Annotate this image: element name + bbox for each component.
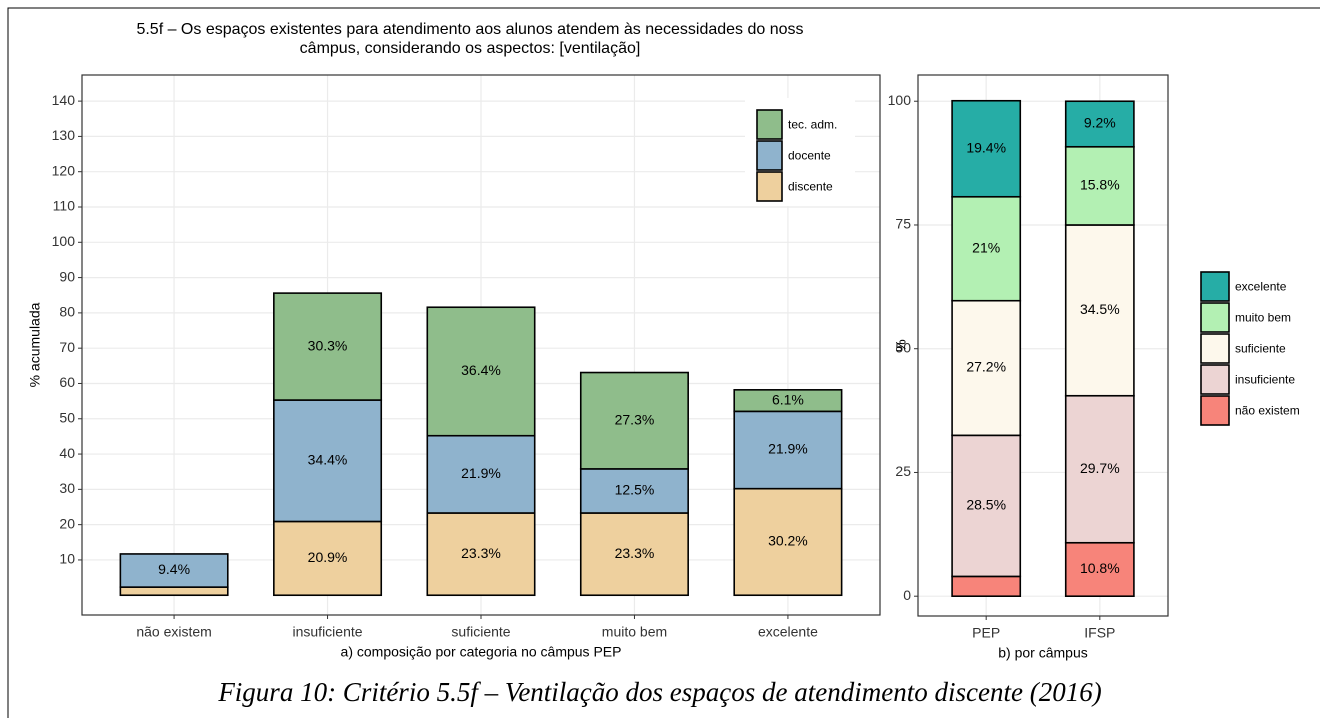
- x-axis-label: b) por câmpus: [998, 645, 1087, 661]
- caption: Figura 10: Critério 5.5f – Ventilação do…: [217, 677, 1101, 707]
- data-label: 20.9%: [308, 549, 348, 565]
- y-tick-label: 75: [895, 216, 911, 232]
- y-tick-label: 80: [59, 304, 75, 320]
- data-label: 27.3%: [615, 411, 655, 427]
- data-label: 23.3%: [461, 545, 501, 561]
- data-label: 27.2%: [966, 359, 1006, 375]
- legend-label: não existem: [1235, 404, 1300, 418]
- data-label: 9.4%: [158, 561, 190, 577]
- x-tick-label: suficiente: [451, 624, 510, 640]
- data-label: 23.3%: [615, 545, 655, 561]
- data-label: 21.9%: [461, 465, 501, 481]
- legend-key: [1200, 364, 1230, 395]
- data-label: 21%: [972, 239, 1000, 255]
- bar-segment: [579, 468, 689, 514]
- chart-title: câmpus, considerando os aspectos: [venti…: [300, 40, 641, 57]
- y-axis-label: % acumulada: [27, 302, 43, 387]
- legend-key: [756, 171, 783, 202]
- data-label: 34.5%: [1080, 301, 1120, 317]
- x-tick-label: PEP: [972, 625, 1000, 641]
- panel-border: [917, 74, 1169, 617]
- x-tick-label: muito bem: [602, 624, 667, 640]
- x-tick-label: não existem: [136, 624, 211, 640]
- bar-segment: [579, 371, 689, 470]
- y-tick-label: 100: [888, 92, 912, 108]
- panel-border: [81, 74, 881, 616]
- data-label: 12.5%: [615, 482, 655, 498]
- y-tick-label: 50: [59, 409, 75, 425]
- legend-key: [1200, 271, 1230, 302]
- bar-segment: [273, 292, 383, 401]
- bar-segment: [951, 299, 1022, 437]
- x-tick-label: excelente: [758, 624, 818, 640]
- bar-segment: [119, 586, 229, 597]
- data-label: 28.5%: [966, 497, 1006, 513]
- data-label: 29.7%: [1080, 460, 1120, 476]
- data-label: 30.3%: [308, 337, 348, 353]
- data-label: 36.4%: [461, 362, 501, 378]
- bar-segment: [1064, 394, 1135, 544]
- legend-label: suficiente: [1235, 342, 1286, 356]
- y-tick-label: 130: [52, 127, 76, 143]
- y-tick-label: 140: [52, 92, 76, 108]
- y-tick-label: 70: [59, 339, 75, 355]
- data-label: 9.2%: [1084, 115, 1116, 131]
- bar-segment: [1064, 100, 1135, 148]
- y-tick-label: 100: [52, 233, 76, 249]
- legend-key: [1200, 302, 1230, 333]
- legend-label: tec. adm.: [788, 118, 837, 132]
- legend-label: docente: [788, 149, 831, 163]
- bar-segment: [733, 410, 843, 490]
- bar-segment: [733, 487, 843, 597]
- data-label: 30.2%: [768, 533, 808, 549]
- data-label: 15.8%: [1080, 177, 1120, 193]
- y-tick-label: 120: [52, 162, 76, 178]
- bar-segment: [951, 575, 1022, 598]
- bar-segment: [1064, 145, 1135, 226]
- y-tick-label: 90: [59, 268, 75, 284]
- bar-segment: [733, 389, 843, 413]
- bar-segment: [951, 434, 1022, 578]
- bar-segment: [119, 553, 229, 588]
- data-label: 21.9%: [768, 441, 808, 457]
- legend-key: [756, 109, 783, 140]
- y-tick-label: 60: [59, 374, 75, 390]
- y-axis-label: %: [893, 339, 909, 351]
- legend-key: [756, 140, 783, 171]
- legend-label: muito bem: [1235, 311, 1291, 325]
- frame: [7, 7, 1320, 718]
- chart-title: 5.5f – Os espaços existentes para atendi…: [136, 21, 803, 38]
- data-label: 34.4%: [308, 451, 348, 467]
- legend-key: [1200, 333, 1230, 364]
- legend-key: [1200, 395, 1230, 426]
- y-tick-label: 0: [903, 587, 911, 603]
- bar-segment: [426, 512, 536, 597]
- bar-segment: [579, 512, 689, 597]
- data-label: 19.4%: [966, 139, 1006, 155]
- data-label: 10.8%: [1080, 560, 1120, 576]
- x-axis-label: a) composição por categoria no câmpus PE…: [341, 644, 622, 660]
- y-tick-label: 20: [59, 515, 75, 531]
- legend-label: insuficiente: [1235, 373, 1295, 387]
- x-tick-label: IFSP: [1084, 625, 1115, 641]
- bar-segment: [426, 306, 536, 437]
- y-tick-label: 40: [59, 445, 75, 461]
- data-label: 6.1%: [772, 391, 804, 407]
- x-tick-label: insuficiente: [293, 624, 363, 640]
- y-tick-label: 30: [59, 480, 75, 496]
- bar-segment: [951, 99, 1022, 198]
- y-tick-label: 110: [53, 198, 76, 214]
- bar-segment: [1064, 541, 1135, 598]
- bar-segment: [951, 195, 1022, 302]
- legend-label: excelente: [1235, 280, 1287, 294]
- y-tick-label: 25: [895, 463, 911, 479]
- bar-segment: [273, 399, 383, 523]
- legend-label: discente: [788, 180, 833, 194]
- y-tick-label: 50: [895, 339, 911, 355]
- y-tick-label: 10: [59, 551, 75, 567]
